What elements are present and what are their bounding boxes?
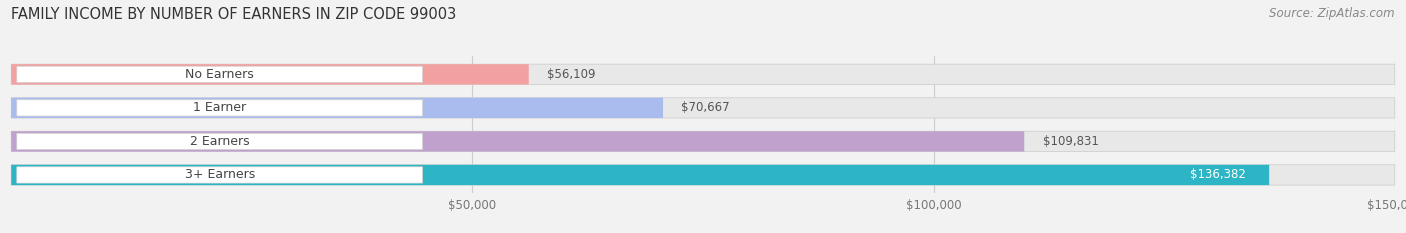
Text: 1 Earner: 1 Earner [193,101,246,114]
FancyBboxPatch shape [11,64,529,85]
Text: FAMILY INCOME BY NUMBER OF EARNERS IN ZIP CODE 99003: FAMILY INCOME BY NUMBER OF EARNERS IN ZI… [11,7,457,22]
FancyBboxPatch shape [11,165,1270,185]
FancyBboxPatch shape [17,100,423,116]
FancyBboxPatch shape [11,131,1395,152]
FancyBboxPatch shape [11,98,1395,118]
FancyBboxPatch shape [11,165,1395,185]
FancyBboxPatch shape [11,131,1024,152]
FancyBboxPatch shape [11,98,664,118]
Text: 3+ Earners: 3+ Earners [184,168,254,182]
Text: 2 Earners: 2 Earners [190,135,249,148]
FancyBboxPatch shape [17,66,423,82]
FancyBboxPatch shape [17,133,423,150]
Text: No Earners: No Earners [186,68,254,81]
Text: $70,667: $70,667 [682,101,730,114]
Text: $109,831: $109,831 [1043,135,1098,148]
Text: $136,382: $136,382 [1191,168,1246,182]
FancyBboxPatch shape [17,167,423,183]
Text: Source: ZipAtlas.com: Source: ZipAtlas.com [1270,7,1395,20]
Text: $56,109: $56,109 [547,68,596,81]
FancyBboxPatch shape [11,64,1395,85]
